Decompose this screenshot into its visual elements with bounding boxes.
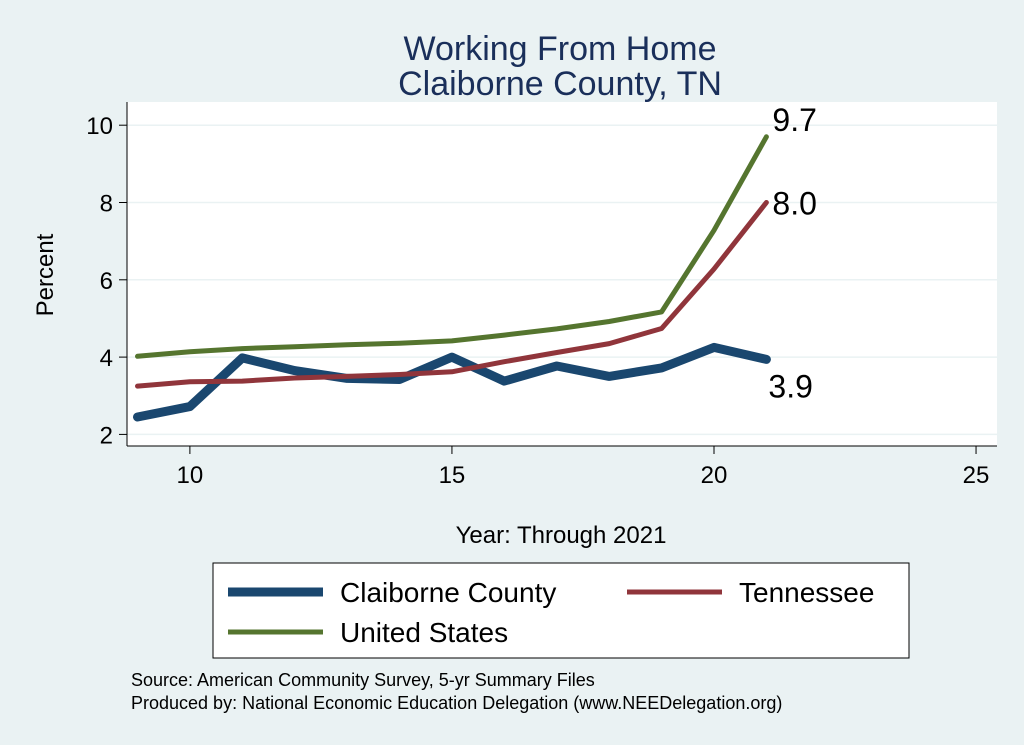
data-point-united_states xyxy=(346,343,349,346)
data-point-tennessee xyxy=(660,327,663,330)
data-point-claiborne xyxy=(712,346,715,349)
gridlines xyxy=(127,124,997,436)
data-point-claiborne xyxy=(765,358,768,361)
data-point-united_states xyxy=(241,347,244,350)
data-point-tennessee xyxy=(765,201,768,204)
data-point-united_states xyxy=(503,334,506,337)
y-ticks: 2 4 6 8 10 xyxy=(86,113,127,449)
x-tick-label: 10 xyxy=(177,462,204,489)
data-point-tennessee xyxy=(555,351,558,354)
source-line: Source: American Community Survey, 5-yr … xyxy=(131,670,595,690)
data-point-united_states xyxy=(136,355,139,358)
legend-box xyxy=(212,562,910,659)
legend-label-tennessee: Tennessee xyxy=(739,577,874,608)
data-point-united_states xyxy=(712,229,715,232)
data-point-tennessee xyxy=(293,376,296,379)
data-point-united_states xyxy=(608,320,611,323)
data-point-tennessee xyxy=(188,380,191,383)
data-point-claiborne xyxy=(398,378,401,381)
chart-subtitle: Claiborne County, TN xyxy=(398,65,722,103)
data-point-tennessee xyxy=(136,385,139,388)
data-point-united_states xyxy=(188,350,191,353)
data-point-tennessee xyxy=(450,370,453,373)
data-point-united_states xyxy=(765,135,768,138)
y-tick-label: 2 xyxy=(100,422,113,449)
data-point-united_states xyxy=(660,310,663,313)
data-point-claiborne xyxy=(136,416,139,419)
x-tick-label: 20 xyxy=(701,462,728,489)
x-tick-label: 15 xyxy=(439,462,466,489)
plot-area xyxy=(127,102,997,446)
x-axis-label: Year: Through 2021 xyxy=(456,522,667,549)
end-labels: 3.9 8.0 9.7 xyxy=(768,102,816,405)
data-point-tennessee xyxy=(398,373,401,376)
data-point-claiborne xyxy=(241,356,244,359)
end-label-tennessee: 8.0 xyxy=(772,185,816,221)
y-axis-label: Percent xyxy=(32,233,59,316)
data-point-claiborne xyxy=(555,364,558,367)
data-point-claiborne xyxy=(450,356,453,359)
data-point-claiborne xyxy=(660,366,663,369)
end-label-united_states: 9.7 xyxy=(772,102,816,138)
data-point-united_states xyxy=(555,327,558,330)
data-point-claiborne xyxy=(188,405,191,408)
data-point-tennessee xyxy=(712,267,715,270)
legend-label-claiborne: Claiborne County xyxy=(340,577,556,608)
end-label-claiborne: 3.9 xyxy=(768,368,812,404)
producer-line: Produced by: National Economic Education… xyxy=(131,693,782,713)
data-point-claiborne xyxy=(293,369,296,372)
data-point-tennessee xyxy=(241,380,244,383)
data-point-claiborne xyxy=(608,375,611,378)
legend-label-united-states: United States xyxy=(340,617,508,648)
chart-title: Working From Home xyxy=(404,30,717,68)
data-point-tennessee xyxy=(608,342,611,345)
y-tick-label: 4 xyxy=(100,345,113,372)
data-point-tennessee xyxy=(503,360,506,363)
y-tick-label: 10 xyxy=(86,113,113,140)
series-lines xyxy=(133,134,771,422)
data-point-claiborne xyxy=(503,380,506,383)
x-ticks: 10 15 20 25 xyxy=(177,446,990,489)
data-point-tennessee xyxy=(346,375,349,378)
legend: Claiborne County Tennessee United States xyxy=(212,562,910,659)
data-point-united_states xyxy=(450,339,453,342)
data-point-united_states xyxy=(293,345,296,348)
y-tick-label: 6 xyxy=(100,268,113,295)
y-tick-label: 8 xyxy=(100,190,113,217)
x-tick-label: 25 xyxy=(963,462,990,489)
data-point-united_states xyxy=(398,342,401,345)
